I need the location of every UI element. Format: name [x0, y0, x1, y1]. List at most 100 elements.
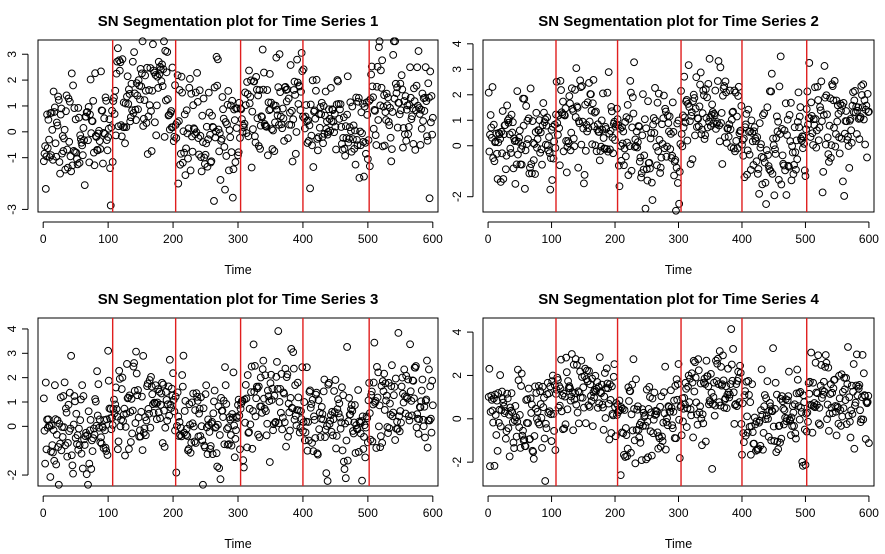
data-point	[819, 111, 828, 119]
data-point	[127, 394, 136, 403]
data-point	[597, 116, 606, 125]
data-point	[41, 378, 50, 387]
data-point	[764, 162, 773, 170]
y-tick-label: -2	[450, 456, 464, 467]
data-point	[286, 108, 294, 117]
data-point	[97, 433, 105, 442]
data-point	[301, 428, 310, 437]
data-point	[652, 142, 661, 151]
data-point	[678, 142, 687, 151]
data-point	[201, 390, 210, 399]
data-point	[250, 132, 259, 141]
data-point	[633, 405, 642, 414]
data-point	[303, 446, 312, 455]
data-point	[529, 139, 538, 147]
y-tick-label: 1	[5, 398, 19, 405]
data-point	[493, 149, 501, 158]
data-point	[369, 124, 378, 133]
data-point	[128, 406, 137, 415]
data-point	[269, 126, 277, 135]
data-point	[151, 71, 160, 79]
data-point	[278, 124, 287, 133]
data-point	[801, 460, 810, 469]
data-point	[579, 383, 588, 392]
data-point	[186, 166, 195, 175]
data-point	[247, 362, 256, 371]
data-point	[689, 356, 698, 365]
data-point	[194, 134, 203, 142]
data-point	[729, 107, 737, 116]
data-point	[263, 86, 272, 94]
data-point	[152, 101, 161, 110]
data-point	[715, 137, 724, 146]
data-point	[208, 111, 216, 120]
data-point	[152, 131, 161, 140]
data-point	[377, 83, 386, 92]
data-point	[184, 154, 192, 163]
data-point	[705, 54, 714, 63]
data-point	[141, 71, 150, 80]
data-point	[657, 153, 666, 162]
data-point	[82, 112, 90, 121]
data-point	[428, 401, 437, 410]
data-point	[506, 403, 515, 412]
data-point	[115, 56, 124, 65]
data-point	[391, 374, 400, 383]
data-point	[123, 72, 132, 81]
data-point	[661, 107, 670, 116]
y-tick-label: 3	[5, 350, 19, 357]
data-point	[345, 134, 353, 143]
data-point	[851, 398, 860, 407]
data-point	[652, 410, 661, 419]
data-point	[427, 92, 436, 100]
data-point	[158, 60, 166, 69]
data-point	[165, 110, 174, 119]
data-point	[230, 453, 239, 462]
data-point	[865, 107, 873, 116]
y-tick-label: -1	[5, 152, 19, 163]
data-point	[666, 129, 675, 138]
data-point	[242, 394, 251, 403]
data-point	[863, 398, 872, 406]
data-point	[218, 93, 227, 101]
data-point	[578, 82, 586, 90]
data-point	[632, 375, 640, 384]
data-point	[312, 75, 321, 84]
data-point	[254, 382, 263, 391]
data-point	[385, 121, 394, 130]
data-point	[416, 140, 425, 149]
data-point	[324, 128, 333, 136]
data-point	[425, 365, 433, 374]
data-point	[230, 116, 239, 125]
data-point	[253, 114, 262, 123]
data-point	[725, 393, 734, 402]
x-axis-label: Time	[224, 537, 251, 551]
data-point	[527, 409, 536, 417]
data-point	[569, 426, 578, 435]
data-point	[60, 125, 69, 134]
data-point	[684, 61, 693, 69]
data-point	[149, 400, 157, 409]
data-point	[202, 139, 211, 148]
data-point	[388, 108, 397, 116]
data-point	[812, 143, 821, 152]
data-point	[67, 351, 76, 360]
data-point	[669, 127, 678, 136]
data-point	[164, 111, 173, 120]
data-point	[644, 453, 652, 462]
data-point	[156, 414, 164, 423]
data-point	[331, 122, 340, 131]
data-point	[636, 153, 645, 162]
data-point	[581, 364, 590, 373]
data-point	[330, 109, 339, 118]
data-point	[221, 363, 229, 371]
data-point	[402, 105, 411, 114]
data-point	[807, 348, 816, 357]
data-point	[188, 147, 197, 156]
data-point	[757, 365, 766, 374]
data-point	[747, 422, 756, 431]
data-point	[253, 384, 262, 393]
data-point	[294, 393, 303, 402]
data-point	[494, 418, 503, 427]
data-point	[321, 87, 330, 96]
